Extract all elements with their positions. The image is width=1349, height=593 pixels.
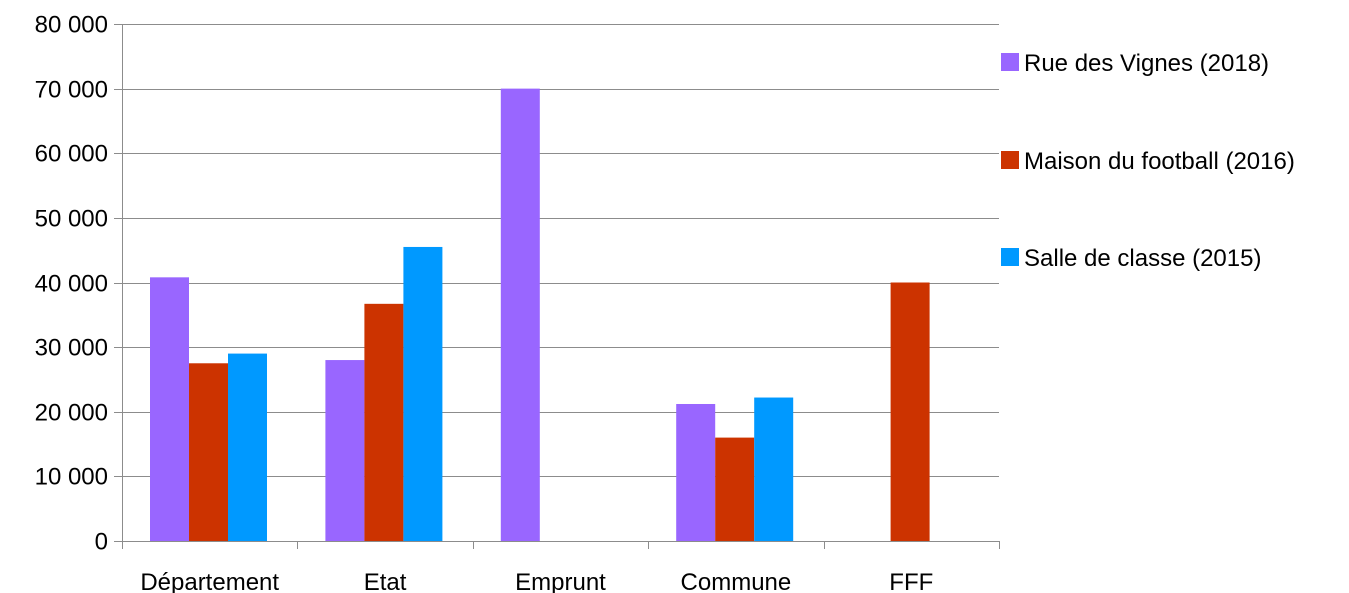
bar [500,88,540,541]
bar [890,282,930,541]
y-tick-label: 50 000 [35,206,108,233]
y-tick-label: 40 000 [35,271,108,298]
y-tick-label: 20 000 [35,400,108,427]
bar [715,437,755,541]
bar [189,363,228,541]
legend-swatch [1001,248,1019,266]
axes [114,24,1000,549]
bar [403,246,443,542]
y-axis-tick-labels: 0 10 000 20 000 30 000 40 000 50 000 60 000 70 … [35,12,108,556]
bar [364,303,404,541]
bar [325,360,365,541]
legend: Rue des Vignes (2018) Maison du football … [1001,50,1295,272]
legend-swatch [1001,53,1019,71]
legend-label: Salle de classe (2015) [1024,245,1261,272]
bar [150,277,189,541]
legend-label: Rue des Vignes (2018) [1024,50,1269,77]
y-tick-label: 10 000 [35,464,108,491]
y-tick-label: 60 000 [35,141,108,168]
legend-swatch [1001,151,1019,169]
y-tick-label: 80 000 [35,12,108,39]
bar [228,353,267,541]
x-tick-label: FFF [889,569,933,593]
x-tick-label: Département [140,569,279,593]
x-tick-label: Emprunt [515,569,606,593]
bars [150,88,930,542]
x-axis-tick-labels: Département Etat Emprunt Commune FFF [140,569,933,593]
legend-label: Maison du football (2016) [1024,148,1295,175]
y-tick-label: 70 000 [35,77,108,104]
x-tick-label: Etat [364,569,407,593]
bar [676,403,716,541]
x-tick-label: Commune [681,569,792,593]
y-tick-label: 30 000 [35,335,108,362]
bar [754,397,794,541]
y-tick-label: 0 [95,529,108,556]
